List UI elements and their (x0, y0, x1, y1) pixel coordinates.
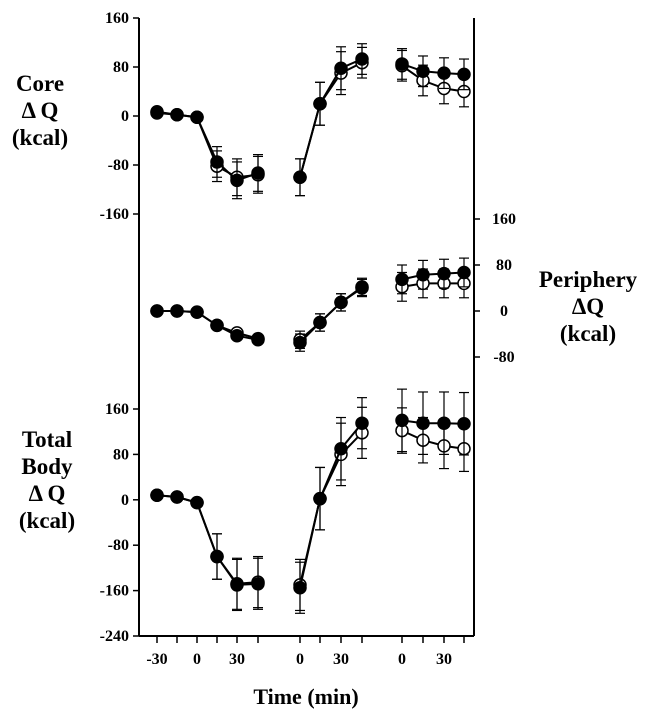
total-filled-point-cooling-5 (251, 577, 265, 591)
total-filled-line-cooling (156, 494, 259, 586)
periphery-open-line-recovery (401, 282, 464, 288)
core-filled-point-cooling-4 (230, 173, 244, 188)
periphery-filled-line-recovery (401, 271, 465, 281)
core-y-tick-label-1: 80 (113, 59, 129, 76)
periphery-y-label-line-3: (kcal) (559, 321, 617, 346)
core-open-line-cooling (156, 111, 259, 179)
core-y-tick-label-2: 0 (121, 108, 129, 125)
core-filled-point-cooling-3 (210, 155, 224, 169)
periphery-filled-point-recovery-3 (457, 265, 471, 280)
total-y-tick-label-4: -160 (100, 583, 129, 600)
periphery-filled-point-recovery-2 (437, 266, 451, 281)
core-filled-point-cooling-1 (170, 108, 184, 122)
total-y-label-line-4: (kcal) (18, 508, 76, 533)
core-filled-point-recovery-3 (457, 67, 471, 82)
core-open-line-rewarming (299, 61, 363, 178)
total-y-label-line-2: Body (21, 454, 73, 479)
core-filled-point-cooling-0 (150, 104, 164, 119)
periphery-y-tick-label-0: 160 (492, 211, 516, 228)
periphery-filled-point-rewarming-1 (313, 315, 327, 330)
total-y-tick-label-3: -80 (108, 537, 129, 554)
core-filled-point-rewarming-3 (355, 52, 369, 66)
periphery-filled-point-rewarming-2 (334, 295, 348, 310)
periphery-y-tick-label-2: 0 (500, 303, 508, 320)
core-filled-point-cooling-2 (190, 110, 204, 124)
core-filled-line-recovery (401, 62, 465, 76)
x-tick-label-1: 0 (193, 651, 201, 668)
periphery-filled-point-recovery-0 (395, 272, 409, 287)
total-filled-point-cooling-0 (150, 488, 164, 503)
core-y-label-line-1: Core (15, 71, 65, 96)
total-y-tick-label-2: 0 (121, 492, 129, 509)
x-tick-label-0: -30 (146, 651, 167, 668)
core-filled-line-cooling (156, 110, 259, 182)
periphery-filled-point-rewarming-0 (293, 335, 307, 350)
periphery-filled-point-cooling-0 (150, 304, 164, 318)
total-filled-point-cooling-2 (190, 495, 204, 510)
periphery-filled-point-cooling-5 (251, 333, 265, 347)
periphery-y-label-line-1: Periphery (538, 267, 638, 292)
x-tick-label-2: 30 (229, 651, 245, 668)
core-y-label-line-2: Δ Q (21, 98, 59, 123)
total-filled-point-recovery-0 (395, 413, 409, 428)
x-tick-label-3: 0 (296, 651, 304, 668)
total-y-tick-label-5: -240 (100, 628, 129, 645)
periphery-filled-line-rewarming (299, 286, 363, 344)
total-filled-line-recovery (401, 419, 465, 425)
periphery-filled-point-cooling-1 (170, 304, 184, 318)
total-filled-point-recovery-3 (457, 417, 471, 431)
total-filled-point-rewarming-0 (293, 581, 307, 595)
core-y-tick-label-0: 160 (105, 10, 129, 27)
periphery-filled-point-rewarming-3 (355, 280, 369, 294)
total-filled-point-recovery-1 (416, 416, 430, 430)
core-filled-point-cooling-5 (251, 166, 265, 180)
total-filled-point-recovery-2 (437, 416, 451, 430)
core-y-label-line-3: (kcal) (11, 125, 69, 150)
periphery-y-label: Periphery ΔQ (kcal) (524, 266, 652, 347)
total-filled-line-rewarming (299, 422, 363, 589)
x-tick-label-6: 30 (436, 651, 452, 668)
total-filled-point-cooling-4 (230, 578, 244, 592)
total-body-y-label: Total Body Δ Q (kcal) (0, 426, 94, 534)
core-filled-point-rewarming-1 (313, 97, 327, 111)
total-open-line-cooling (156, 494, 259, 585)
core-filled-point-recovery-1 (416, 64, 430, 79)
core-y-tick-label-4: -160 (100, 206, 129, 223)
periphery-filled-point-cooling-3 (210, 318, 224, 333)
x-axis-label: Time (min) (253, 684, 358, 709)
total-y-tick-label-0: 160 (105, 401, 129, 418)
x-tick-label-5: 0 (398, 651, 406, 668)
core-y-tick-label-3: -80 (108, 157, 129, 174)
axis-ticks: -30 0 30 0 30 0 30 160 80 0 -80 -160 160 80 0 -80 160 80 0… (100, 10, 516, 668)
periphery-filled-point-cooling-4 (230, 328, 244, 343)
core-filled-point-rewarming-2 (334, 61, 348, 75)
total-y-tick-label-1: 80 (113, 446, 129, 463)
core-filled-point-recovery-2 (437, 66, 451, 80)
periphery-filled-point-recovery-1 (416, 268, 430, 282)
core-filled-point-recovery-0 (395, 57, 409, 71)
total-y-label-line-1: Total (21, 427, 73, 452)
total-open-line-recovery (401, 429, 465, 450)
total-filled-point-rewarming-1 (313, 491, 327, 506)
total-y-label-line-3: Δ Q (28, 481, 66, 506)
total-open-line-rewarming (299, 432, 363, 586)
total-filled-point-cooling-1 (170, 490, 184, 504)
total-filled-point-cooling-3 (210, 549, 224, 564)
periphery-y-tick-label-3: -80 (493, 349, 514, 366)
total-filled-point-rewarming-2 (334, 441, 348, 456)
periphery-y-label-line-2: ΔQ (571, 294, 605, 319)
x-tick-label-4: 30 (333, 651, 349, 668)
core-open-line-recovery (401, 64, 465, 93)
periphery-filled-point-cooling-2 (190, 305, 204, 319)
total-filled-point-rewarming-3 (355, 416, 369, 430)
core-filled-line-rewarming (299, 58, 363, 178)
periphery-y-tick-label-1: 80 (496, 257, 512, 274)
data-marks (150, 43, 471, 614)
core-y-label: Core Δ Q (kcal) (0, 70, 80, 151)
core-filled-point-rewarming-0 (293, 170, 307, 184)
